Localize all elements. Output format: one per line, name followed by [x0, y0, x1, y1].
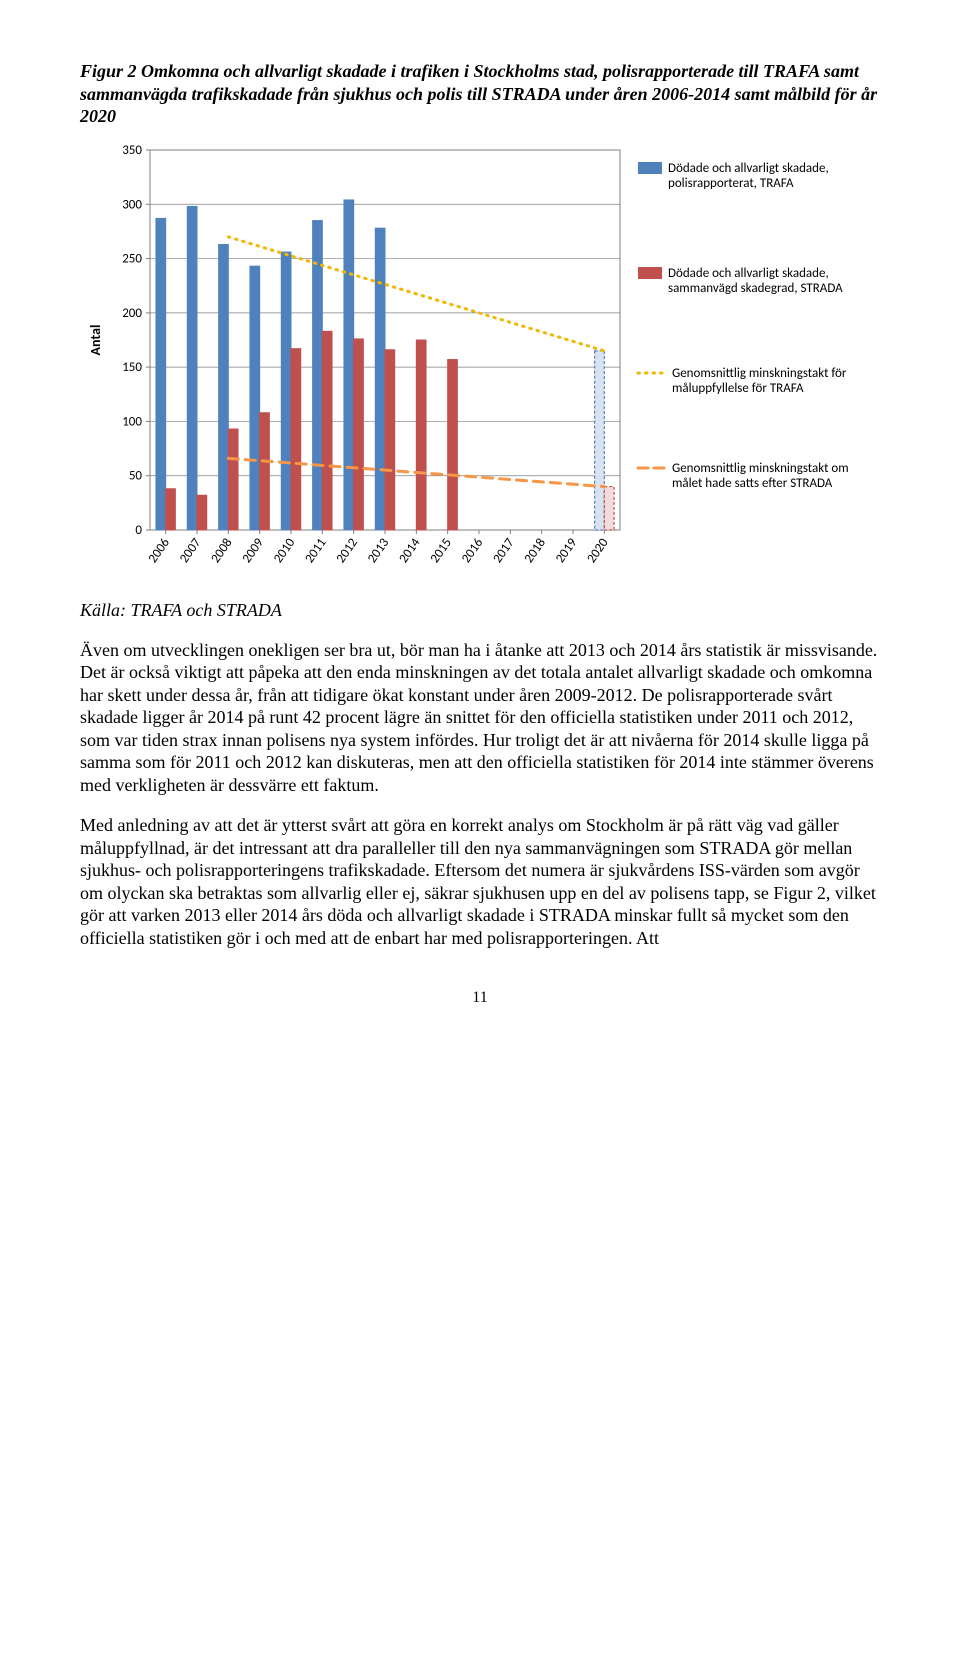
svg-text:Dödade och allvarligt skadade,: Dödade och allvarligt skadade,: [668, 266, 829, 281]
svg-text:200: 200: [122, 305, 142, 320]
svg-text:2016: 2016: [459, 535, 487, 566]
svg-text:2015: 2015: [428, 535, 455, 565]
svg-text:2009: 2009: [240, 535, 268, 566]
body-text: Även om utvecklingen onekligen ser bra u…: [80, 639, 880, 950]
svg-text:Genomsnittlig minskningstakt o: Genomsnittlig minskningstakt om: [672, 461, 849, 476]
svg-text:2014: 2014: [396, 535, 424, 566]
svg-text:målet hade satts efter STRADA: målet hade satts efter STRADA: [672, 476, 833, 491]
svg-text:polisrapporterat, TRAFA: polisrapporterat, TRAFA: [668, 176, 794, 191]
svg-text:sammanvägd skadegrad, STRADA: sammanvägd skadegrad, STRADA: [668, 281, 843, 296]
svg-text:2010: 2010: [271, 535, 299, 566]
svg-text:2017: 2017: [490, 535, 518, 566]
svg-text:150: 150: [122, 360, 142, 375]
svg-text:2013: 2013: [365, 535, 393, 566]
svg-text:2007: 2007: [177, 535, 205, 566]
svg-text:2006: 2006: [146, 535, 174, 566]
svg-text:2012: 2012: [334, 535, 362, 566]
svg-text:2011: 2011: [302, 535, 329, 565]
svg-text:0: 0: [135, 523, 142, 538]
page-number: 11: [80, 989, 880, 1007]
svg-text:2018: 2018: [522, 535, 550, 566]
paragraph-1: Även om utvecklingen onekligen ser bra u…: [80, 639, 880, 797]
svg-text:Dödade och allvarligt skadade,: Dödade och allvarligt skadade,: [668, 161, 829, 176]
chart-svg: 0501001502002503003502006200720082009201…: [80, 142, 880, 582]
svg-text:2008: 2008: [208, 535, 236, 566]
paragraph-2: Med anledning av att det är ytterst svår…: [80, 814, 880, 949]
svg-text:250: 250: [122, 251, 142, 266]
svg-text:350: 350: [122, 143, 142, 158]
svg-text:300: 300: [122, 197, 142, 212]
svg-text:100: 100: [122, 414, 142, 429]
svg-text:50: 50: [129, 468, 143, 483]
figure-title: Figur 2 Omkomna och allvarligt skadade i…: [80, 60, 880, 128]
chart-source: Källa: TRAFA och STRADA: [80, 600, 880, 621]
svg-text:Antal: Antal: [87, 324, 104, 355]
page-container: Figur 2 Omkomna och allvarligt skadade i…: [0, 0, 960, 1047]
svg-text:2019: 2019: [553, 535, 581, 566]
svg-text:2020: 2020: [584, 535, 612, 566]
chart: 0501001502002503003502006200720082009201…: [80, 142, 880, 582]
svg-text:måluppfyllelse för TRAFA: måluppfyllelse för TRAFA: [672, 381, 804, 396]
svg-text:Genomsnittlig minskningstakt f: Genomsnittlig minskningstakt för: [672, 366, 847, 381]
